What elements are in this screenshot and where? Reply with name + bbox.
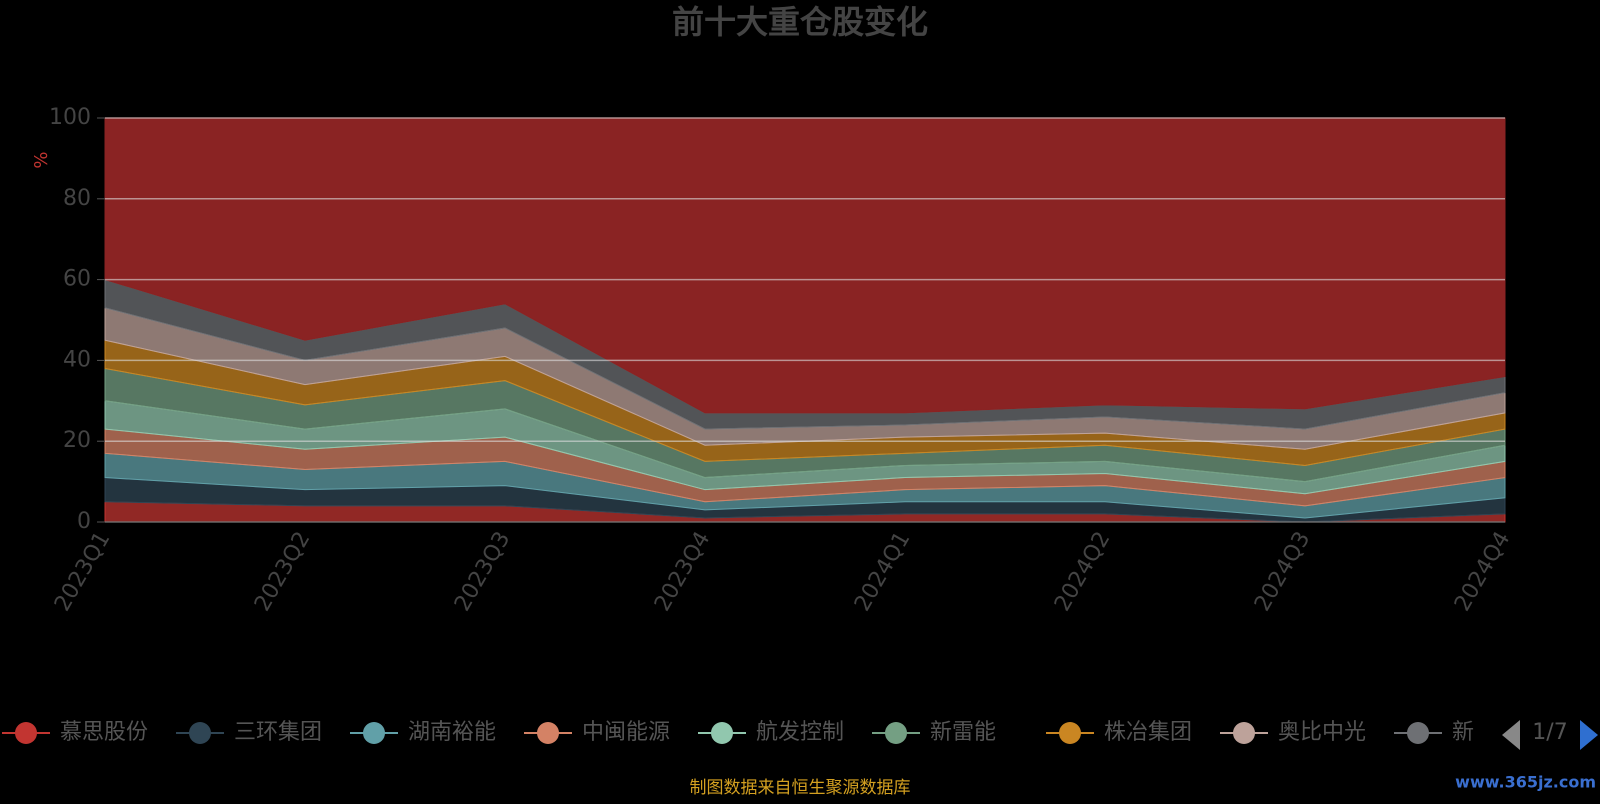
legend-label: 新雷能	[930, 720, 996, 745]
legend-marker	[1233, 722, 1255, 744]
legend-label: 湖南裕能	[408, 720, 496, 745]
legend-marker	[1407, 722, 1429, 744]
legend-marker	[885, 722, 907, 744]
legend-label: 慕思股份	[60, 720, 148, 745]
source-note: 制图数据来自恒生聚源数据库	[690, 778, 911, 798]
legend-marker	[711, 722, 733, 744]
legend-item[interactable]: 新	[1394, 720, 1474, 745]
legend-marker	[363, 722, 385, 744]
y-axis-label: %	[31, 151, 52, 168]
legend-item[interactable]: 湖南裕能	[350, 720, 496, 745]
pager-next[interactable]	[1580, 720, 1598, 750]
y-tick-label: 60	[63, 267, 91, 292]
pager-text: 1/7	[1532, 720, 1567, 745]
legend-label: 航发控制	[756, 720, 844, 745]
legend-item[interactable]: 航发控制	[698, 720, 844, 745]
legend-marker	[15, 722, 37, 744]
legend-label: 三环集团	[234, 720, 322, 745]
watermark: www.365jz.com	[1455, 773, 1596, 792]
legend-marker	[1059, 722, 1081, 744]
legend-item[interactable]: 中闽能源	[524, 720, 670, 745]
legend-item[interactable]: 新雷能	[872, 720, 996, 745]
y-tick-label: 20	[63, 428, 91, 453]
legend-pager: 1/7	[1502, 720, 1598, 750]
legend-marker	[537, 722, 559, 744]
pager-prev[interactable]	[1502, 720, 1520, 750]
y-tick-label: 80	[63, 186, 91, 211]
legend-label: 新	[1452, 720, 1474, 745]
legend-item[interactable]: 株冶集团	[1046, 720, 1192, 745]
chart-title: 前十大重仓股变化	[672, 3, 928, 41]
y-tick-label: 0	[77, 509, 91, 534]
y-tick-label: 100	[49, 105, 91, 130]
y-tick-label: 40	[63, 347, 91, 372]
legend-label: 中闽能源	[582, 720, 670, 745]
legend-label: 奥比中光	[1278, 720, 1366, 745]
legend-item[interactable]: 三环集团	[176, 720, 322, 745]
legend-marker	[189, 722, 211, 744]
legend-label: 株冶集团	[1104, 720, 1192, 745]
legend-item[interactable]: 慕思股份	[2, 720, 148, 745]
legend-item[interactable]: 奥比中光	[1220, 720, 1366, 745]
